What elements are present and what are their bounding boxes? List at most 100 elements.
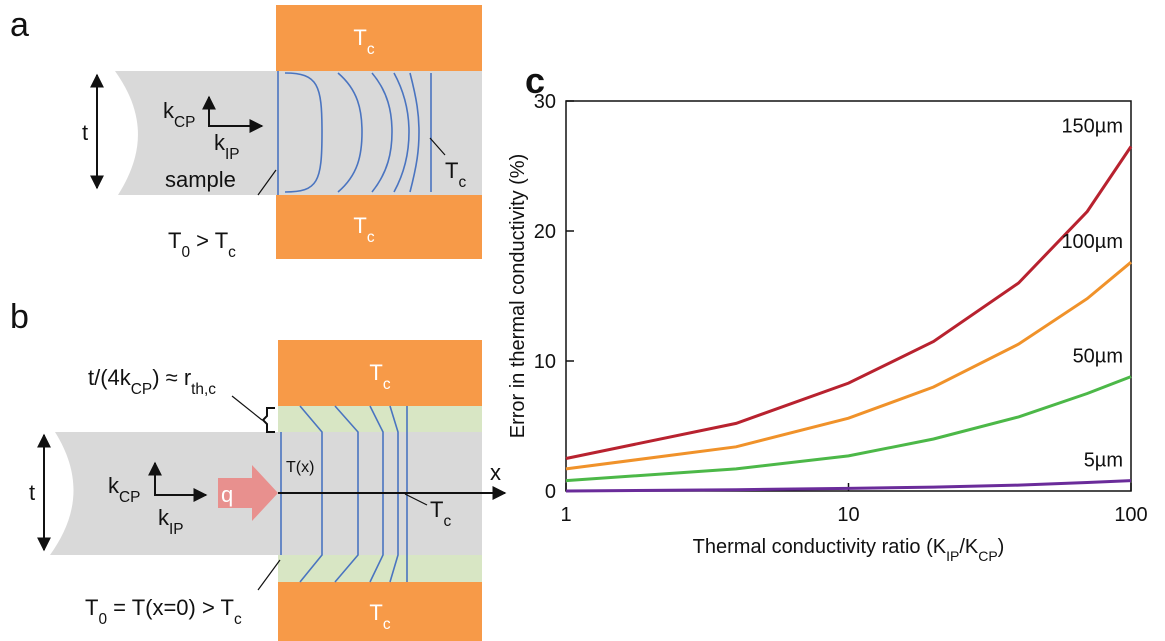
leader-line	[404, 493, 428, 506]
text-run: t/(4k	[88, 365, 132, 390]
x-axis-title: Thermal conductivity ratio (KIP/KCP)	[693, 536, 1005, 564]
subscript: CP	[131, 381, 152, 398]
subscript: CP	[119, 489, 140, 506]
label: Tc	[369, 360, 390, 393]
text-run: T	[85, 595, 98, 620]
label: Tc	[445, 158, 466, 191]
isotherms	[277, 71, 432, 195]
contact-layer	[278, 406, 482, 432]
label: T(x)	[286, 459, 314, 476]
x-tick-label: 1	[560, 504, 571, 526]
leader-line	[257, 559, 281, 591]
subscript: th,c	[191, 381, 216, 398]
text-run: > T	[190, 228, 228, 253]
series-line	[565, 479, 1132, 493]
subscript: CP	[978, 548, 997, 564]
heat-sink-bottom	[278, 582, 482, 641]
plot-frame	[565, 100, 1132, 492]
label: t/(4kCP) ≈ rth,c	[88, 365, 216, 398]
series-line	[565, 375, 1132, 483]
text-run: k	[214, 130, 226, 155]
subscript: c	[228, 244, 236, 261]
contact-layer	[278, 555, 482, 582]
label: Tc	[430, 497, 451, 530]
subscript: c	[458, 174, 466, 191]
panel-a: a Tc Tc kCP kIP t sample T0 > Tc Tc	[10, 5, 482, 261]
series-label: 50µm	[1073, 346, 1123, 368]
text-run: k	[108, 473, 120, 498]
series-line	[565, 261, 1132, 471]
label: Tc	[353, 213, 374, 246]
text-run: t	[82, 120, 88, 145]
subscript: c	[443, 513, 451, 530]
text-run: T	[445, 158, 458, 183]
text-run: Thermal conductivity ratio (K	[693, 536, 947, 558]
text-run: t	[29, 480, 35, 505]
text-run: /K	[959, 536, 979, 558]
text-run: T	[168, 228, 181, 253]
text-run: T	[353, 213, 366, 238]
label: t	[82, 120, 88, 145]
subscript: CP	[174, 114, 195, 131]
subscript: 0	[98, 611, 107, 628]
label: Tc	[353, 25, 374, 58]
series-label: 100µm	[1061, 231, 1123, 253]
text-run: T	[353, 25, 366, 50]
x-tick-label: 10	[837, 504, 859, 526]
text-run: k	[158, 505, 170, 530]
subscript: c	[383, 616, 391, 633]
label: T0 = T(x=0) > Tc	[85, 595, 242, 628]
text-run: )	[998, 536, 1005, 558]
heat-sink-top	[278, 340, 482, 406]
label: kCP	[163, 98, 195, 131]
leader-line	[231, 395, 263, 421]
text-run: sample	[165, 167, 236, 192]
brace	[261, 407, 275, 433]
label: q	[221, 482, 233, 507]
subscript: c	[367, 229, 375, 246]
leader-line	[257, 169, 277, 196]
y-tick-label: 10	[534, 351, 556, 373]
text-run: = T(x=0) > T	[107, 595, 234, 620]
label: kIP	[158, 505, 184, 538]
text-run: T	[430, 497, 443, 522]
panel-b: b Tc Tc t/(4kCP) ≈ rth,c T(x) x kCP kIP …	[10, 298, 507, 641]
label: x	[490, 460, 501, 485]
text-run: q	[221, 482, 233, 507]
panel-c: c 0 10 20 30 1 10 100 Error in thermal conducti…	[507, 60, 1148, 564]
series-line	[565, 145, 1133, 460]
panel-label: c	[525, 60, 545, 101]
label: Tc	[369, 600, 390, 633]
x-tick-label: 100	[1114, 504, 1147, 526]
y-tick-label: 30	[534, 91, 556, 113]
label: kIP	[214, 130, 240, 163]
heat-flow-arrow	[218, 465, 278, 521]
subscript: c	[234, 611, 242, 628]
label: T0 > Tc	[168, 228, 236, 261]
panel-label: a	[10, 6, 29, 44]
text-run: x	[490, 460, 501, 485]
y-axis-title: Error in thermal conductivity (%)	[507, 154, 529, 439]
text-run: T	[369, 360, 382, 385]
y-tick-label: 20	[534, 221, 556, 243]
text-run: k	[163, 98, 175, 123]
label: kCP	[108, 473, 140, 506]
subscript: IP	[225, 146, 240, 163]
leader-line	[429, 137, 446, 156]
text-run: T	[369, 600, 382, 625]
subscript: IP	[169, 521, 184, 538]
subscript: IP	[946, 548, 959, 564]
heat-sink-top	[276, 5, 482, 71]
subscript: 0	[181, 244, 190, 261]
panel-label: b	[10, 298, 29, 336]
series-label: 150µm	[1061, 116, 1123, 138]
heat-sink-bottom	[276, 195, 482, 259]
text-run: ) ≈ r	[152, 365, 191, 390]
subscript: c	[383, 376, 391, 393]
label: t	[29, 480, 35, 505]
label: sample	[165, 167, 236, 192]
subscript: c	[367, 41, 375, 58]
series-label: 5µm	[1084, 450, 1123, 472]
text-run: T(x)	[286, 459, 314, 476]
